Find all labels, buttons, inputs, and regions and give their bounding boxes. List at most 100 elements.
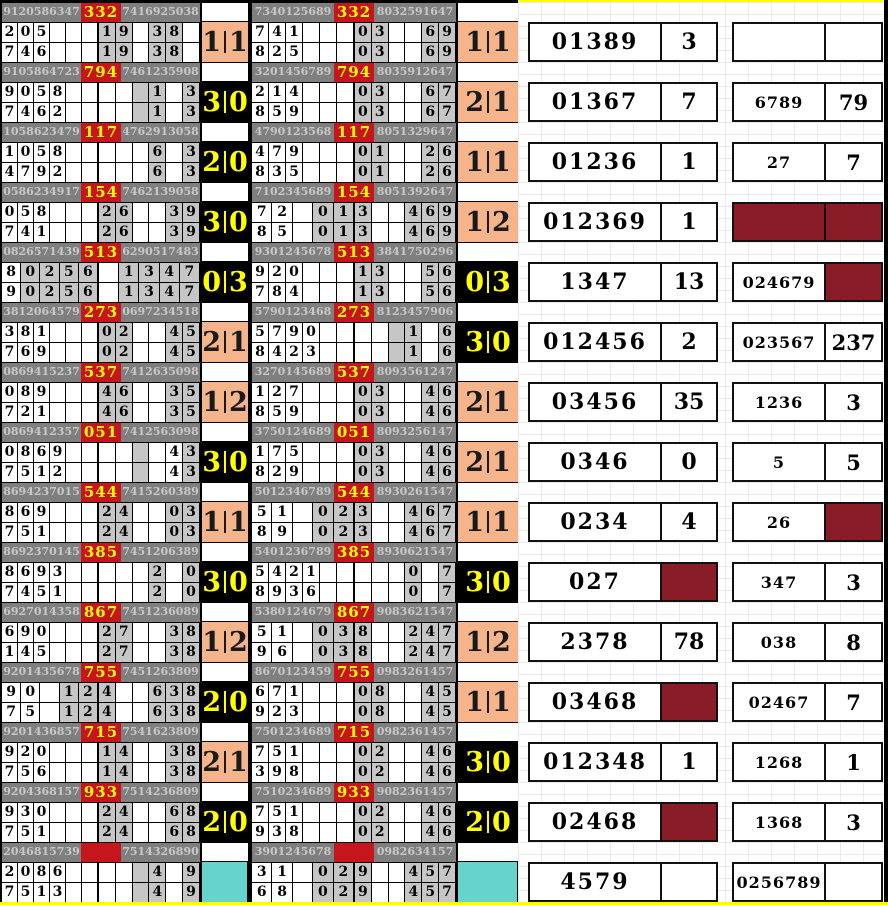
summary-box: 26: [732, 502, 883, 542]
digit-cell: [132, 883, 150, 902]
digit-cell: 4: [422, 703, 440, 722]
digit-cell: 6: [50, 863, 66, 882]
digit-cell: [132, 103, 150, 122]
header-pool-left: 7340125689: [254, 5, 332, 18]
digit-cell: [405, 43, 423, 62]
header-key-number: 117: [334, 123, 374, 142]
digit-cell: 2: [78, 683, 99, 702]
digit-cell: [166, 163, 184, 182]
header-pool-left: 5012346789: [254, 485, 332, 498]
digit-cell: 5: [252, 503, 273, 522]
ratio-right-value: 1: [492, 386, 511, 418]
digit-cell: 6: [422, 503, 440, 522]
header-key-number: 544: [334, 483, 374, 502]
header-gap-cell: [200, 182, 248, 202]
digit-cell: [292, 623, 314, 642]
digit-cell: [66, 143, 82, 162]
digit-cell: 0: [355, 83, 372, 102]
header-key-number: 544: [81, 483, 121, 502]
header-key-number: 755: [334, 663, 374, 682]
ratio-left-value: 2: [202, 326, 221, 358]
digit-cell: 4: [405, 883, 423, 902]
digit-cell: [388, 463, 406, 482]
digit-cell: 8: [252, 403, 269, 422]
digit-cell: 0: [183, 563, 200, 582]
ratio-left-value: 2: [465, 806, 484, 838]
digit-cell: 0: [18, 863, 34, 882]
header-key-number: [81, 843, 121, 862]
ratio-right-value: 1: [492, 146, 511, 178]
digit-cell: 4: [115, 763, 133, 782]
digit-cell: [82, 743, 98, 762]
digit-cell: 5: [286, 43, 303, 62]
digit-cell: 8: [252, 43, 269, 62]
digit-cell: 8: [252, 343, 269, 362]
digit-cell: [371, 883, 389, 902]
header-pool-left: 0869415237: [3, 365, 80, 378]
digit-cell: [303, 263, 320, 282]
digit-cell: 3: [139, 283, 160, 302]
digit-cell: [337, 463, 354, 482]
digit-cell: [320, 683, 337, 702]
digit-cell: 3: [355, 203, 372, 222]
summary-box: 4579: [528, 862, 718, 902]
box-count: 3: [681, 29, 697, 55]
digit-cell: 3: [166, 623, 184, 642]
digit-cell: 6: [252, 683, 269, 702]
header-pool-right: 8930621547: [376, 545, 454, 558]
digit-cell: 4: [252, 143, 269, 162]
digit-cell: [303, 143, 320, 162]
ratio-left-value: 2: [465, 446, 484, 478]
box-value: 347: [734, 564, 826, 600]
ratio-left-value: 2: [202, 686, 221, 718]
summary-box: 0256789: [732, 862, 883, 902]
digit-cell: [337, 403, 354, 422]
summary-box: 01367 7: [528, 82, 718, 122]
chart-block: 1058623479 117 4762913058 1 0 5 8 6 3 4 7 9 2 6 3 2 0: [2, 122, 248, 182]
summary-box: 02468: [528, 802, 718, 842]
box-count: 3: [846, 809, 861, 835]
digit-cell: [132, 703, 150, 722]
digit-cell: 0: [313, 203, 334, 222]
digit-cell: [303, 83, 320, 102]
digit-cell: 5: [286, 443, 303, 462]
digit-cell: 5: [252, 623, 273, 642]
bottom-yellow-border-line: [0, 902, 888, 905]
digit-cell: 9: [252, 703, 269, 722]
digit-cell: 8: [371, 703, 389, 722]
digit-cell: [292, 863, 314, 882]
digit-cell: [99, 103, 116, 122]
box-value: 6789: [734, 84, 826, 120]
digit-cell: [66, 203, 82, 222]
digit-cell: 7: [252, 743, 269, 762]
digit-cell: 9: [34, 163, 50, 182]
ratio-left-value: 1: [202, 626, 221, 658]
box-count: [662, 804, 716, 840]
box-value: 01389: [530, 24, 662, 60]
box-count: 1: [681, 209, 697, 235]
digit-cell: 0: [34, 623, 50, 642]
